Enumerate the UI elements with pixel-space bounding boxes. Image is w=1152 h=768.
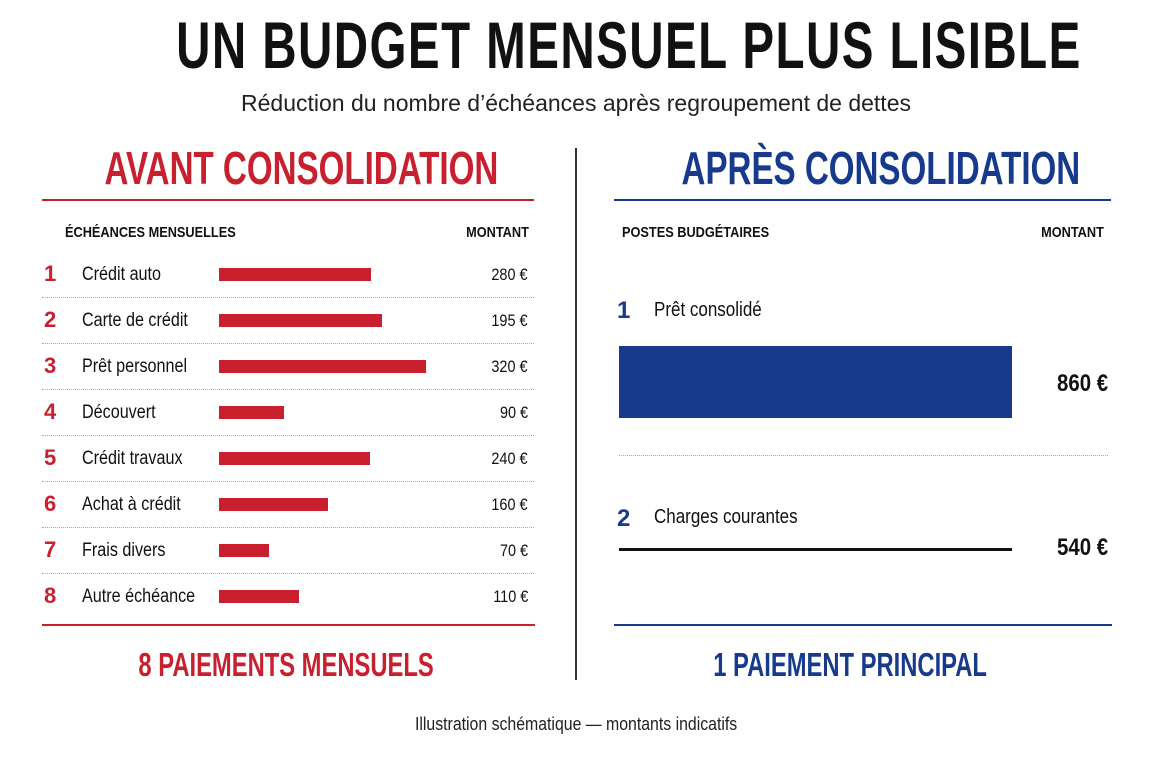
row-label: Crédit travaux: [82, 448, 200, 470]
separator: [42, 343, 534, 344]
row-number: 5: [44, 445, 57, 470]
row-number: 1: [617, 297, 631, 324]
row-amount-text: 110 €: [492, 587, 528, 606]
row-label-text: Frais divers: [82, 540, 166, 561]
row-label-text: Crédit auto: [82, 264, 162, 285]
bar: [219, 544, 269, 557]
column-header: MONTANT: [455, 224, 529, 241]
bar: [219, 590, 299, 603]
row-amount: 90 €: [495, 403, 528, 423]
title: UN BUDGET MENSUEL PLUS LISIBLE: [0, 8, 1152, 82]
bar: [619, 346, 1012, 418]
row-number: 6: [44, 491, 57, 516]
row-amount-text: 70 €: [499, 541, 528, 560]
row-label-text: Prêt personnel: [82, 356, 188, 377]
separator: [42, 435, 534, 436]
column-header-text: MONTANT: [466, 224, 529, 241]
before-title: AVANT CONSOLIDATION: [28, 140, 528, 196]
separator: [619, 455, 1108, 456]
row-number: 4: [44, 399, 57, 424]
row-label: Charges courantes: [654, 506, 823, 529]
row-label: Prêt consolidé: [654, 299, 781, 322]
row-label: Prêt personnel: [82, 356, 206, 378]
row-label: Achat à crédit: [82, 494, 198, 516]
row-number: 8: [44, 583, 57, 608]
row-amount-text: 240 €: [491, 449, 528, 468]
row-amount: 70 €: [495, 541, 528, 561]
bar: [219, 360, 426, 373]
row-amount: 860 €: [1048, 370, 1108, 398]
row-amount: 280 €: [485, 265, 528, 285]
row-amount-text: 90 €: [499, 403, 528, 422]
divider: [575, 148, 577, 680]
separator: [42, 297, 534, 298]
row-amount: 540 €: [1048, 534, 1108, 562]
bar: [619, 548, 1012, 551]
row-label-text: Carte de crédit: [82, 310, 188, 331]
bar: [219, 452, 370, 465]
bar: [219, 498, 328, 511]
row-number: 1: [44, 261, 57, 286]
separator: [42, 573, 534, 574]
bar: [219, 406, 284, 419]
column-header: ÉCHÉANCES MENSUELLES: [65, 224, 266, 241]
row-label: Crédit auto: [82, 264, 175, 286]
title-text: UN BUDGET MENSUEL PLUS LISIBLE: [176, 8, 1082, 82]
row-number: 2: [617, 505, 631, 532]
column-header-text: ÉCHÉANCES MENSUELLES: [65, 224, 236, 241]
rule: [42, 624, 535, 626]
rule: [614, 199, 1111, 201]
bar: [219, 314, 382, 327]
rule: [614, 624, 1112, 626]
after-summary-text: 1 PAIEMENT PRINCIPAL: [713, 646, 987, 683]
row-label: Autre échéance: [82, 586, 215, 608]
after-title-text: APRÈS CONSOLIDATION: [681, 142, 1081, 194]
row-label-text: Achat à crédit: [82, 494, 181, 515]
subtitle: Réduction du nombre d’échéances après re…: [241, 90, 911, 116]
row-label-text: Découvert: [82, 402, 156, 423]
row-number: 7: [44, 537, 57, 562]
column-header: MONTANT: [1030, 224, 1104, 241]
row-amount: 110 €: [487, 587, 528, 607]
row-amount: 240 €: [485, 449, 528, 469]
row-amount-text: 540 €: [1056, 534, 1108, 561]
row-amount-text: 860 €: [1056, 370, 1108, 397]
row-label-text: Prêt consolidé: [654, 299, 762, 321]
row-amount: 195 €: [485, 311, 528, 331]
row-amount-text: 320 €: [491, 357, 528, 376]
row-label-text: Charges courantes: [654, 506, 798, 528]
row-amount-text: 160 €: [491, 495, 528, 514]
footer: Illustration schématique — montants indi…: [0, 714, 1152, 735]
row-label-text: Autre échéance: [82, 586, 196, 607]
before-summary: 8 PAIEMENTS MENSUELS: [36, 645, 536, 685]
row-amount: 320 €: [485, 357, 528, 377]
before-title-text: AVANT CONSOLIDATION: [104, 142, 499, 194]
row-number: 2: [44, 307, 57, 332]
column-header: POSTES BUDGÉTAIRES: [622, 224, 795, 241]
row-label: Frais divers: [82, 540, 180, 562]
row-amount-text: 280 €: [491, 265, 528, 284]
separator: [42, 527, 534, 528]
row-amount-text: 195 €: [491, 311, 528, 330]
separator: [42, 481, 534, 482]
row-label-text: Crédit travaux: [82, 448, 183, 469]
row-amount: 160 €: [485, 495, 528, 515]
after-title: APRÈS CONSOLIDATION: [604, 140, 1104, 196]
column-header-text: POSTES BUDGÉTAIRES: [622, 224, 770, 241]
separator: [42, 389, 534, 390]
bar: [219, 268, 371, 281]
footer-text: Illustration schématique — montants indi…: [414, 714, 738, 734]
row-number: 3: [44, 353, 57, 378]
row-label: Découvert: [82, 402, 169, 424]
after-summary: 1 PAIEMENT PRINCIPAL: [600, 645, 1100, 685]
rule: [42, 199, 534, 201]
before-summary-text: 8 PAIEMENTS MENSUELS: [138, 646, 434, 683]
column-header-text: MONTANT: [1041, 224, 1104, 241]
row-label: Carte de crédit: [82, 310, 207, 332]
